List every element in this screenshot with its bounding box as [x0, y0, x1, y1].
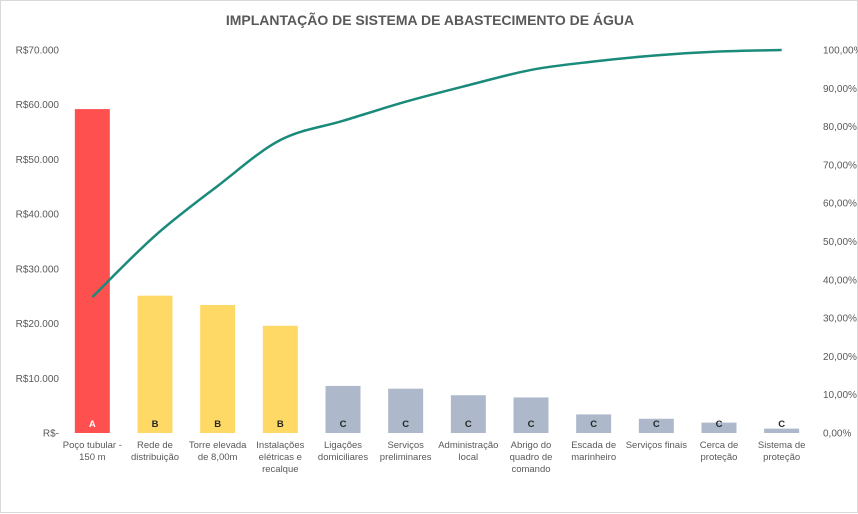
right-tick-label: 80,00% — [823, 122, 857, 133]
category-label: Poço tubular -150 m — [63, 440, 122, 463]
bar-class-label: C — [528, 419, 535, 430]
bar — [263, 326, 298, 433]
bars — [75, 109, 799, 433]
left-tick-label: R$20.000 — [16, 319, 60, 330]
right-tick-label: 20,00% — [823, 352, 857, 363]
left-tick-label: R$60.000 — [16, 100, 60, 111]
left-tick-label: R$70.000 — [16, 46, 60, 57]
cumulative-line-path — [92, 50, 781, 297]
bar-class-label: B — [277, 419, 284, 430]
right-tick-label: 40,00% — [823, 275, 857, 286]
right-tick-label: 10,00% — [823, 390, 857, 401]
bar — [200, 305, 235, 433]
bar-class-label: C — [653, 419, 660, 430]
right-axis: 0,00% 10,00% 20,00% 30,00% 40,00% 50,00% 60,00… — [823, 46, 858, 440]
bar-class-label: A — [89, 419, 96, 430]
bar-class-label: C — [778, 419, 785, 430]
bar-class-label: B — [214, 419, 221, 430]
right-tick-label: 100,00% — [823, 46, 858, 57]
left-tick-label: R$10.000 — [16, 374, 60, 385]
right-tick-label: 30,00% — [823, 314, 857, 325]
left-tick-label: R$50.000 — [16, 155, 60, 166]
bar-class-label: C — [590, 419, 597, 430]
right-tick-label: 0,00% — [823, 429, 851, 440]
bar — [75, 109, 110, 433]
bar-class-label: C — [465, 419, 472, 430]
left-axis: R$- R$10.000 R$20.000 R$30.000 R$40.000 R$50.… — [16, 46, 60, 440]
right-tick-label: 90,00% — [823, 84, 857, 95]
bar — [138, 296, 173, 433]
bar-class-label: C — [340, 419, 347, 430]
left-tick-label: R$40.000 — [16, 210, 60, 221]
cumulative-line — [92, 50, 781, 297]
bar-class-label: B — [152, 419, 159, 430]
right-tick-label: 50,00% — [823, 237, 857, 248]
category-label: Serviços finais — [626, 440, 687, 451]
left-tick-label: R$- — [43, 429, 59, 440]
bar-class-label: C — [716, 419, 723, 430]
left-tick-label: R$30.000 — [16, 264, 60, 275]
right-tick-label: 70,00% — [823, 160, 857, 171]
right-tick-label: 60,00% — [823, 199, 857, 210]
chart-title: IMPLANTAÇÃO DE SISTEMA DE ABASTECIMENTO … — [226, 11, 634, 28]
bar-class-label: C — [402, 419, 409, 430]
